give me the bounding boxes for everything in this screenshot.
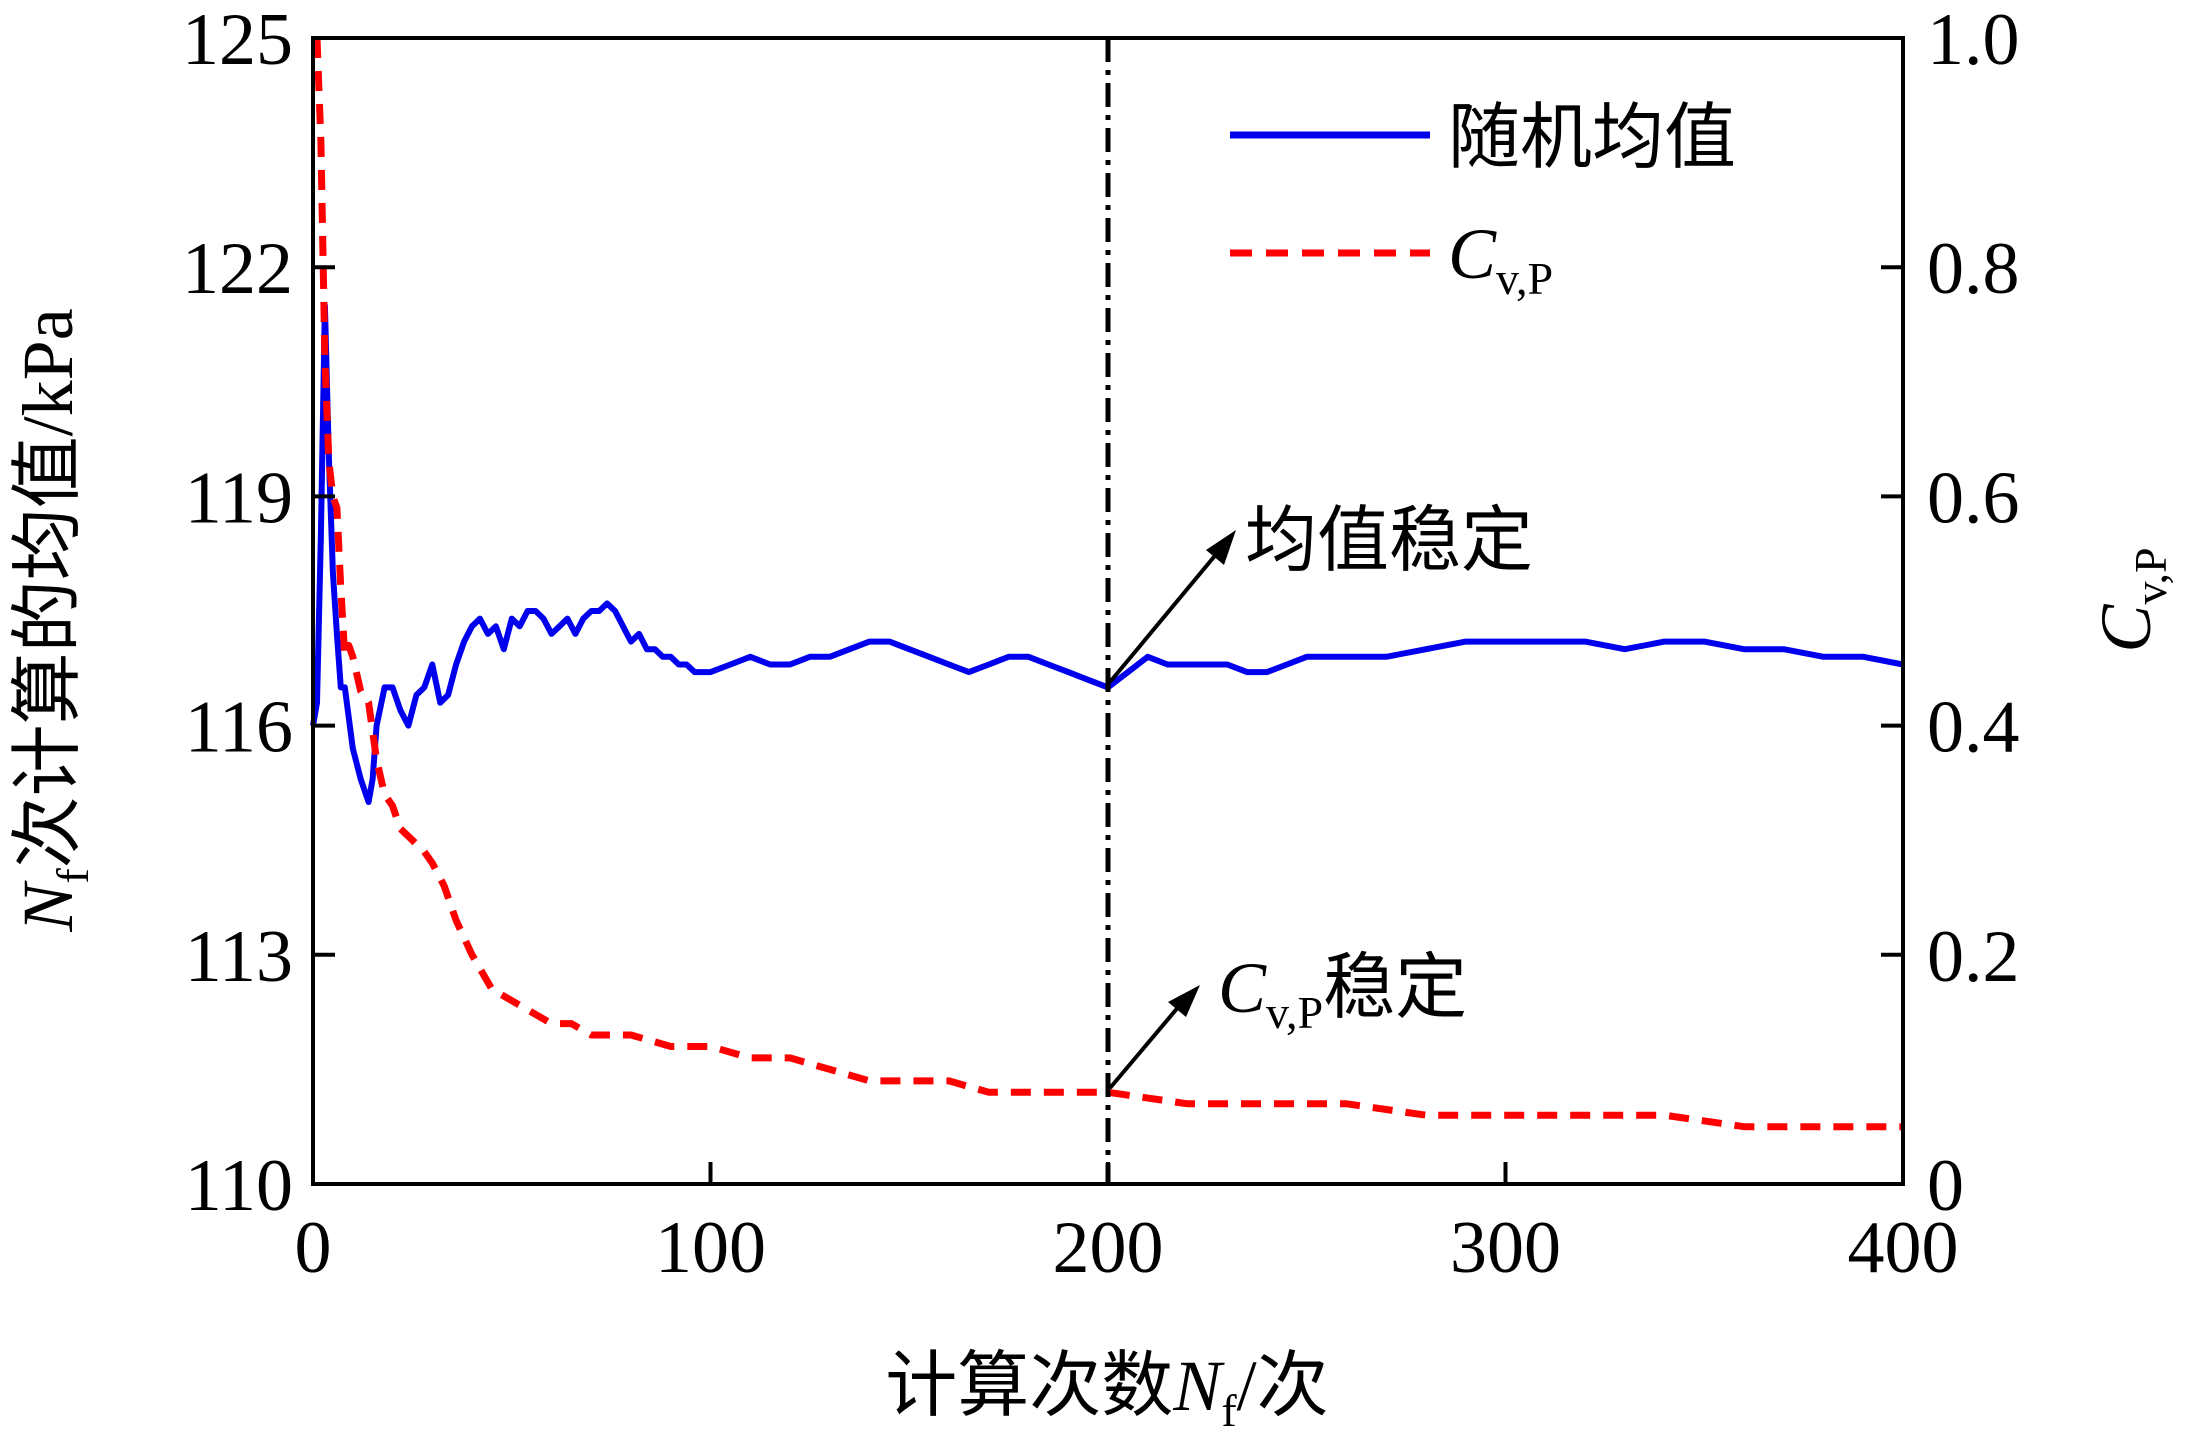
annotation-cv-suffix: 稳定: [1323, 948, 1467, 1028]
annotation-cv-arrowhead: [1168, 985, 1200, 1017]
annotation-cv-stable: Cv,P稳定: [1108, 948, 1467, 1090]
x-tick-label: 400: [1848, 1207, 1959, 1289]
x-axis-label-suffix: /次: [1237, 1346, 1329, 1426]
series-line-0: [310, 302, 1904, 805]
y-axis-right-label-sub: v,P: [2125, 547, 2176, 604]
y-right-tick-label: 0.8: [1927, 228, 2020, 310]
series-line-1: [313, 37, 1903, 1131]
x-tick-label: 100: [655, 1207, 766, 1289]
annotation-cv-var: C: [1218, 948, 1267, 1028]
x-axis-label-sub: f: [1221, 1385, 1237, 1436]
x-axis-label: 计算次数Nf/次: [885, 1346, 1328, 1436]
y-axis-left-label-sub: f: [47, 868, 98, 884]
series-layer: [310, 37, 1904, 1131]
y-left-tick-label: 116: [185, 687, 293, 769]
annotation-mean-stable: 均值稳定: [1108, 501, 1533, 684]
legend-label-cv: Cv,P: [1448, 214, 1553, 304]
y-right-tick-label: 0.6: [1927, 457, 2020, 539]
annotation-cv-text: Cv,P稳定: [1218, 948, 1467, 1038]
y-left-tick-label: 113: [185, 916, 293, 998]
legend-label-cv-var: C: [1448, 214, 1497, 294]
x-tick-label: 300: [1450, 1207, 1561, 1289]
x-tick-label: 0: [295, 1207, 332, 1289]
x-tick-label: 200: [1053, 1207, 1164, 1289]
y-axis-left-label-suffix: 次计算的均值/kPa: [8, 308, 88, 868]
legend: 随机均值 Cv,P: [1230, 98, 1736, 304]
annotation-cv-sub: v,P: [1266, 987, 1323, 1038]
annotation-mean-arrow: [1108, 550, 1220, 684]
y-right-tick-label: 0.4: [1927, 687, 2020, 769]
y-axis-left-label: Nf次计算的均值/kPa: [8, 308, 98, 932]
annotation-mean-arrowhead: [1206, 530, 1236, 565]
annotation-mean-text: 均值稳定: [1245, 501, 1533, 581]
annotation-cv-arrow: [1108, 1003, 1182, 1090]
y-right-tick-label: 0: [1927, 1145, 1964, 1227]
y-left-tick-label: 110: [185, 1145, 293, 1227]
y-left-tick-label: 119: [185, 457, 293, 539]
y-axis-right-label: Cv,P: [2086, 547, 2176, 652]
y-right-tick-label: 0.2: [1927, 916, 2020, 998]
y-axis-left-label-var: N: [8, 880, 88, 933]
x-axis-label-var: N: [1172, 1346, 1225, 1426]
y-left-tick-label: 122: [182, 228, 293, 310]
y-axis-right-label-var: C: [2086, 604, 2166, 653]
ticks-layer: 0 100 200 300 400 110 113 116 119 122 125 0 0.2 0.4 0.…: [182, 0, 2020, 1289]
y-left-tick-label: 125: [182, 0, 293, 81]
legend-label-mean: 随机均值: [1448, 98, 1736, 178]
plot-frame: [311, 36, 1905, 1186]
x-axis-label-prefix: 计算次数: [885, 1346, 1173, 1426]
y-right-tick-label: 1.0: [1927, 0, 2020, 81]
legend-label-cv-sub: v,P: [1496, 253, 1553, 304]
